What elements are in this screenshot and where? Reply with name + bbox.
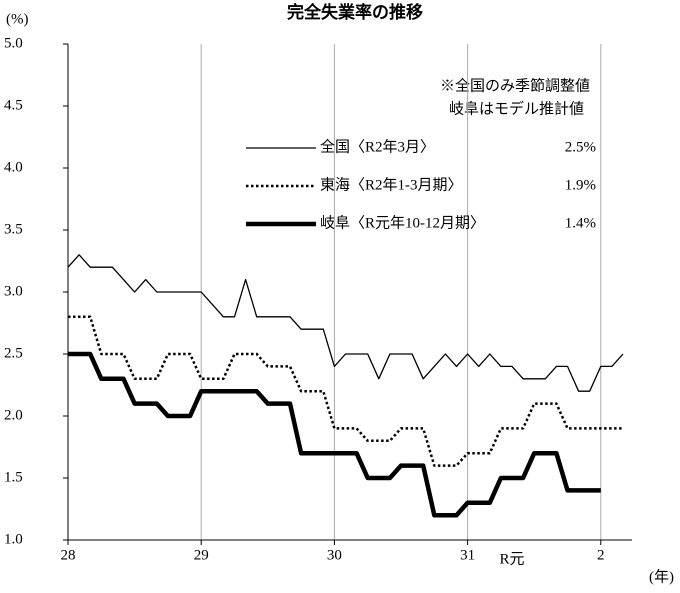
x-tick-label: 31 [460, 547, 475, 563]
y-tick-label: 3.0 [4, 283, 23, 299]
x-axis-label: (年) [649, 568, 674, 585]
series-line [68, 315, 623, 467]
legend-label: 全国〈R2年3月〉 [320, 137, 435, 155]
legend-value: 2.5% [565, 139, 596, 155]
legend-label: 岐阜〈R元年10-12月期〉 [320, 214, 485, 231]
annotation: ※全国のみ季節調整値 [440, 76, 590, 94]
y-tick-label: 5.0 [4, 35, 23, 51]
legend-label: 東海〈R2年1-3月期〉 [320, 176, 463, 193]
y-tick-label: 4.0 [4, 159, 23, 175]
annotation: 岐阜はモデル推計値 [449, 99, 584, 117]
y-tick-label: 1.5 [4, 469, 23, 485]
x-tick-label: 2 [597, 547, 605, 563]
x-tick-label: R元 [499, 551, 524, 567]
x-tick-label: 28 [61, 547, 76, 563]
chart-title: 完全失業率の推移 [287, 2, 423, 22]
legend-value: 1.9% [565, 177, 596, 193]
y-tick-label: 2.0 [4, 407, 23, 423]
x-tick-label: 29 [194, 547, 209, 563]
y-tick-label: 4.5 [4, 97, 23, 113]
x-tick-label: 30 [327, 547, 342, 563]
y-tick-label: 1.0 [4, 531, 23, 547]
y-axis-label: (%) [6, 11, 29, 27]
y-tick-label: 2.5 [4, 345, 23, 361]
y-tick-label: 3.5 [4, 221, 23, 237]
series-line [68, 351, 601, 518]
series-line [67, 254, 624, 392]
legend-value: 1.4% [565, 215, 596, 231]
